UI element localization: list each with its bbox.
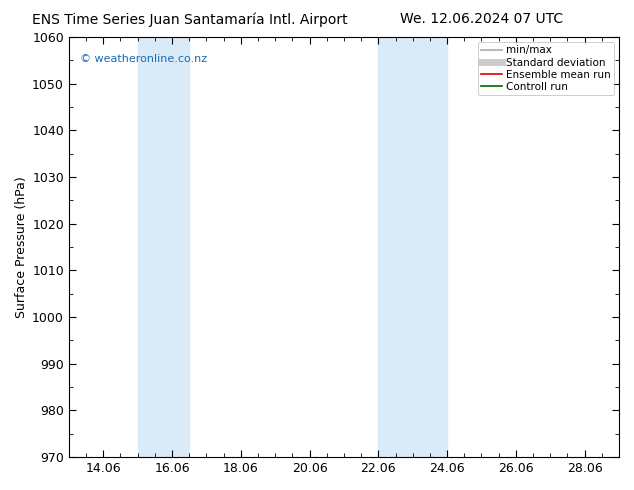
Bar	[138, 37, 189, 457]
Text: © weatheronline.co.nz: © weatheronline.co.nz	[80, 54, 207, 64]
Y-axis label: Surface Pressure (hPa): Surface Pressure (hPa)	[15, 176, 28, 318]
Text: We. 12.06.2024 07 UTC: We. 12.06.2024 07 UTC	[400, 12, 564, 26]
Legend: min/max, Standard deviation, Ensemble mean run, Controll run: min/max, Standard deviation, Ensemble me…	[478, 42, 614, 95]
Text: ENS Time Series Juan Santamaría Intl. Airport: ENS Time Series Juan Santamaría Intl. Ai…	[32, 12, 348, 27]
Bar	[378, 37, 447, 457]
